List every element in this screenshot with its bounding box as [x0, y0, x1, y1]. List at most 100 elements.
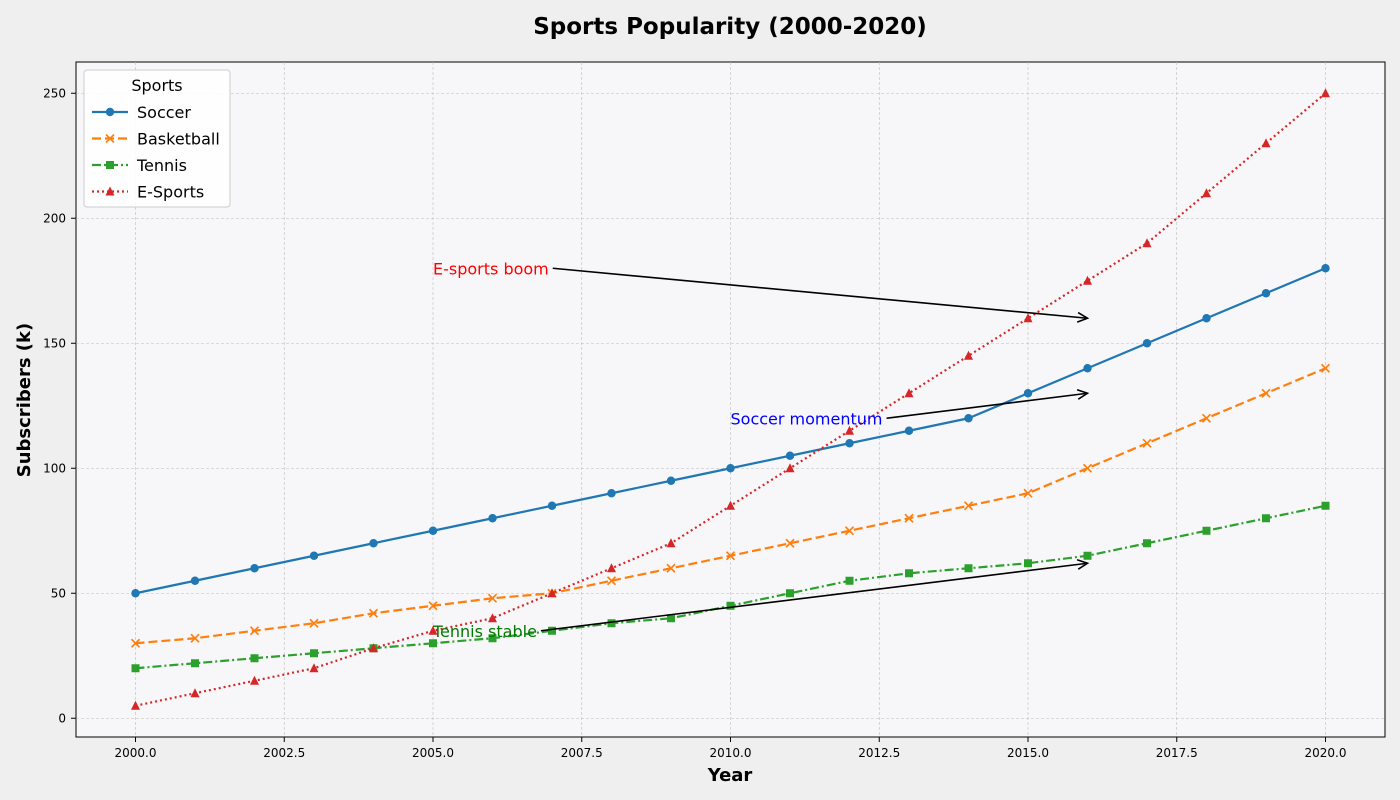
annotation-soccer-momentum-arrow	[886, 392, 1088, 420]
tennis-point	[1083, 551, 1092, 560]
legend-soccer-point	[105, 107, 115, 117]
basketball-point	[309, 618, 319, 628]
basketball-point-stroke	[725, 551, 736, 561]
soccer-point	[726, 464, 735, 473]
tennis-point	[429, 639, 437, 648]
basketball-point-stroke	[1261, 388, 1271, 398]
e-sports-point	[845, 425, 854, 435]
basketball-point	[1261, 388, 1271, 398]
tennis-point	[1202, 526, 1211, 535]
basketball-point-stroke	[1201, 413, 1212, 423]
tennis-point	[1321, 501, 1330, 510]
x-axis-title: Year	[707, 765, 753, 786]
basketball-point-stroke	[130, 638, 141, 648]
legend-label-e-sports: E-Sports	[137, 183, 204, 202]
soccer-point	[488, 514, 497, 523]
tennis-point	[1143, 539, 1151, 548]
y-tick-label: 200	[43, 211, 66, 225]
legend-item-basketball: Basketball	[92, 130, 220, 149]
annotation-soccer-momentum-arrowhead	[1076, 388, 1090, 400]
x-tick-label: 2002.5	[263, 746, 305, 760]
x-tick-label: 2015.0	[1007, 746, 1049, 760]
y-tick-label: 250	[43, 86, 66, 100]
soccer-point	[785, 451, 795, 460]
e-sports-series	[131, 88, 1330, 710]
tennis-point	[964, 564, 973, 573]
tennis-point	[310, 649, 318, 658]
basketball-point	[1201, 413, 1212, 423]
y-axis-title: Subscribers (k)	[14, 323, 35, 477]
basketball-point-stroke	[963, 501, 974, 511]
tennis-point	[1024, 559, 1032, 568]
soccer-point	[131, 589, 140, 598]
basketball-point	[368, 608, 379, 618]
basketball-point-stroke	[666, 563, 676, 573]
basketball-point	[487, 593, 498, 603]
basketball-point	[844, 526, 855, 536]
x-tick-label: 2020.0	[1305, 746, 1347, 760]
e-sports-point	[428, 625, 438, 635]
tennis-point	[548, 626, 556, 635]
legend-item-e-sports: E-Sports	[92, 183, 204, 202]
basketball-point	[428, 601, 438, 611]
basketball-point-stroke	[368, 608, 379, 618]
annotation-tennis-stable-arrowhead	[1076, 558, 1090, 570]
tennis-point	[607, 619, 616, 628]
e-sports-point	[250, 675, 259, 685]
e-sports-point	[726, 500, 735, 510]
basketball-point	[1320, 363, 1331, 373]
series-lines	[130, 88, 1331, 710]
annotation-e-sports-boom-arrowhead	[1076, 311, 1090, 323]
soccer-point	[1261, 289, 1271, 298]
basketball-point	[785, 538, 795, 548]
tennis-point	[488, 634, 497, 643]
soccer-point	[904, 426, 914, 435]
soccer-point	[428, 526, 438, 535]
x-tick-label: 2012.5	[858, 746, 900, 760]
basketball-point-stroke	[190, 633, 200, 643]
e-sports-point	[309, 663, 319, 673]
e-sports-point	[785, 463, 795, 473]
annotation-e-sports-boom-text: E-sports boom	[433, 259, 549, 278]
legend-item-soccer: Soccer	[92, 103, 191, 122]
x-tick-label: 2000.0	[115, 746, 157, 760]
e-sports-point	[1023, 313, 1033, 323]
y-tick-label: 0	[58, 711, 66, 725]
basketball-point-stroke	[844, 526, 855, 536]
y-tick-label: 150	[43, 336, 66, 350]
soccer-point	[547, 501, 557, 510]
soccer-point	[607, 489, 616, 498]
soccer-point	[190, 576, 200, 585]
basketball-point	[249, 626, 260, 636]
e-sports-point	[488, 613, 497, 623]
annotation-tennis-stable-arrow	[540, 562, 1088, 632]
basketball-point	[606, 576, 617, 586]
basketball-point	[666, 563, 676, 573]
basketball-point	[904, 513, 914, 523]
e-sports-point	[666, 538, 676, 548]
e-sports-point	[1202, 188, 1211, 198]
legend-tennis-point	[106, 161, 114, 169]
basketball-point	[1023, 488, 1033, 498]
soccer-point	[1142, 339, 1152, 348]
annotation-tennis-stable-text: Tennis stable	[432, 622, 537, 641]
basketball-point	[963, 501, 974, 511]
soccer-point	[1023, 389, 1033, 398]
e-sports-point	[964, 350, 973, 360]
e-sports-point	[1261, 138, 1271, 148]
legend-label-soccer: Soccer	[137, 103, 191, 122]
soccer-point	[369, 539, 378, 548]
basketball-point-stroke	[249, 626, 260, 636]
grid	[76, 62, 1385, 737]
legend-label-tennis: Tennis	[136, 156, 187, 175]
basketball-point-stroke	[1023, 488, 1033, 498]
soccer-point	[1321, 264, 1330, 273]
annotation-soccer-momentum-text: Soccer momentum	[731, 409, 883, 428]
basketball-point-stroke	[1082, 463, 1093, 473]
tennis-point	[845, 576, 854, 585]
annotations: E-sports boom Soccer momentum Tennis stabl…	[432, 259, 1090, 641]
e-sports-point	[190, 688, 200, 698]
basketball-point-stroke	[487, 593, 498, 603]
y-tick-label: 50	[51, 586, 66, 600]
legend-item-tennis: Tennis	[92, 156, 187, 175]
